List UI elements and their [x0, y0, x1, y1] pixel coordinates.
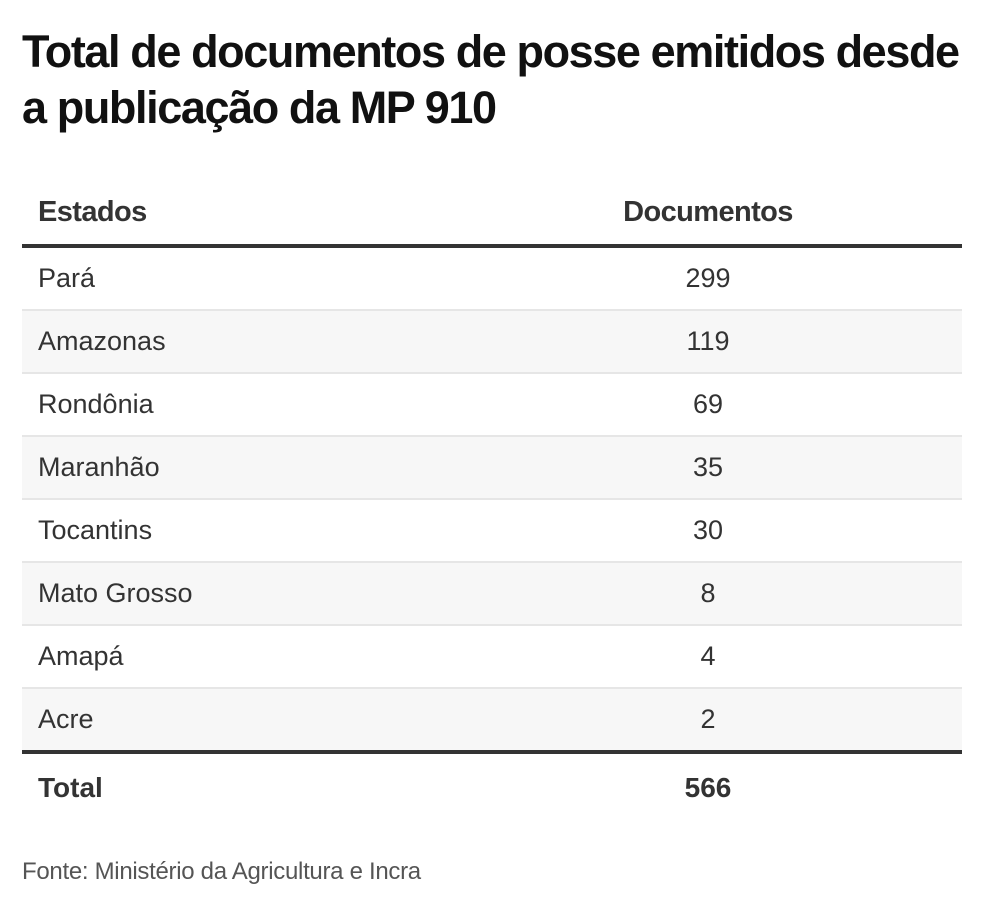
table-row: Amazonas 119 [22, 311, 962, 374]
state-name: Amazonas [38, 326, 166, 356]
doc-count: 35 [692, 452, 724, 482]
doc-count: 30 [692, 515, 724, 545]
header-estados: Estados [38, 195, 147, 228]
table-row: Tocantins 30 [22, 500, 962, 563]
doc-count: 299 [685, 263, 731, 293]
table-row: Amapá 4 [22, 626, 962, 689]
table-header: Estados Documentos [22, 180, 962, 248]
state-name: Pará [38, 263, 96, 293]
documents-table: Estados Documentos Pará 299 Amazonas 119 R… [22, 180, 962, 822]
state-name: Mato Grosso [38, 578, 193, 608]
doc-count: 8 [700, 578, 716, 608]
table-row: Acre 2 [22, 689, 962, 754]
state-name: Rondônia [38, 389, 154, 419]
table-row: Pará 299 [22, 248, 962, 311]
table-row: Mato Grosso 8 [22, 563, 962, 626]
state-name: Maranhão [38, 452, 160, 482]
doc-count: 4 [700, 641, 716, 671]
source-note: Fonte: Ministério da Agricultura e Incra [22, 858, 421, 885]
doc-count: 2 [700, 704, 716, 734]
table-row: Maranhão 35 [22, 437, 962, 500]
total-value: 566 [684, 772, 732, 803]
state-name: Tocantins [38, 515, 153, 545]
header-documentos: Documentos [623, 195, 793, 228]
table-body: Pará 299 Amazonas 119 Rondônia 69 Maranhão 3… [22, 248, 962, 754]
state-name: Acre [38, 704, 94, 734]
chart-title: Total de documentos de posse emitidos de… [22, 26, 960, 133]
doc-count: 119 [686, 326, 730, 356]
total-label: Total [38, 772, 103, 803]
doc-count: 69 [692, 389, 724, 419]
table-row: Rondônia 69 [22, 374, 962, 437]
state-name: Amapá [38, 641, 124, 671]
total-row: Total 566 [22, 754, 962, 822]
